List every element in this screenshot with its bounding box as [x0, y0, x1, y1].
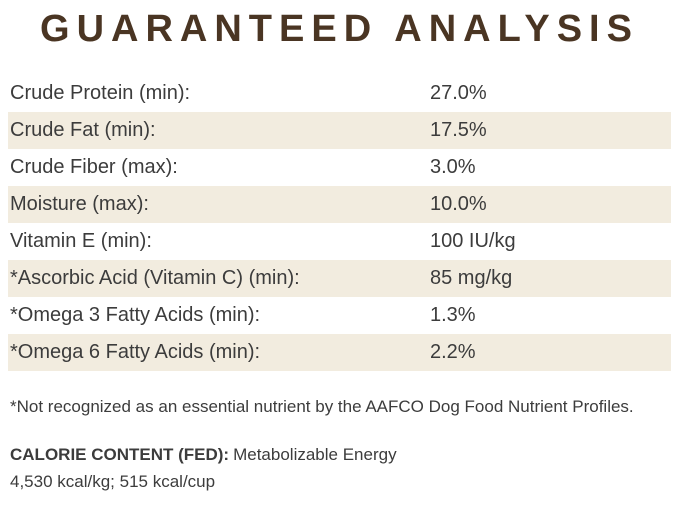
nutrient-value: 3.0%	[430, 156, 476, 178]
nutrient-value: 27.0%	[430, 82, 487, 104]
nutrient-value: 85 mg/kg	[430, 267, 513, 289]
nutrient-value: 1.3%	[430, 304, 476, 326]
nutrient-label: *Ascorbic Acid (Vitamin C) (min):	[10, 267, 300, 289]
calorie-content-line: CALORIE CONTENT (FED): Metabolizable Ener…	[8, 445, 671, 465]
table-row: *Omega 6 Fatty Acids (min): 2.2%	[8, 334, 671, 371]
table-row: Crude Protein (min): 27.0%	[8, 75, 671, 112]
calorie-values: 4,530 kcal/kg; 515 kcal/cup	[10, 472, 216, 491]
table-row: *Omega 3 Fatty Acids (min): 1.3%	[8, 297, 671, 334]
nutrient-value: 17.5%	[430, 119, 487, 141]
nutrient-label: Crude Protein (min):	[10, 82, 191, 104]
calorie-content-heading: CALORIE CONTENT (FED):	[10, 445, 230, 464]
nutrient-label: Vitamin E (min):	[10, 230, 152, 252]
nutrient-label: *Omega 3 Fatty Acids (min):	[10, 304, 261, 326]
footnote: *Not recognized as an essential nutrient…	[10, 397, 634, 416]
table-row: *Ascorbic Acid (Vitamin C) (min): 85 mg/…	[8, 260, 671, 297]
nutrient-label: Crude Fiber (max):	[10, 156, 178, 178]
table-row: Crude Fiber (max): 3.0%	[8, 149, 671, 186]
nutrient-label: *Omega 6 Fatty Acids (min):	[10, 341, 261, 363]
nutrient-value: 10.0%	[430, 193, 487, 215]
analysis-table: Crude Protein (min): 27.0% Crude Fat (mi…	[8, 75, 671, 371]
calorie-content-description: Metabolizable Energy	[233, 445, 397, 464]
table-row: Crude Fat (min): 17.5%	[8, 112, 671, 149]
table-row: Vitamin E (min): 100 IU/kg	[8, 223, 671, 260]
page-title: GUARANTEED ANALYSIS	[40, 8, 639, 50]
nutrient-label: Crude Fat (min):	[10, 119, 156, 141]
nutrient-label: Moisture (max):	[10, 193, 149, 215]
nutrient-value: 2.2%	[430, 341, 476, 363]
nutrient-value: 100 IU/kg	[430, 230, 516, 252]
table-row: Moisture (max): 10.0%	[8, 186, 671, 223]
